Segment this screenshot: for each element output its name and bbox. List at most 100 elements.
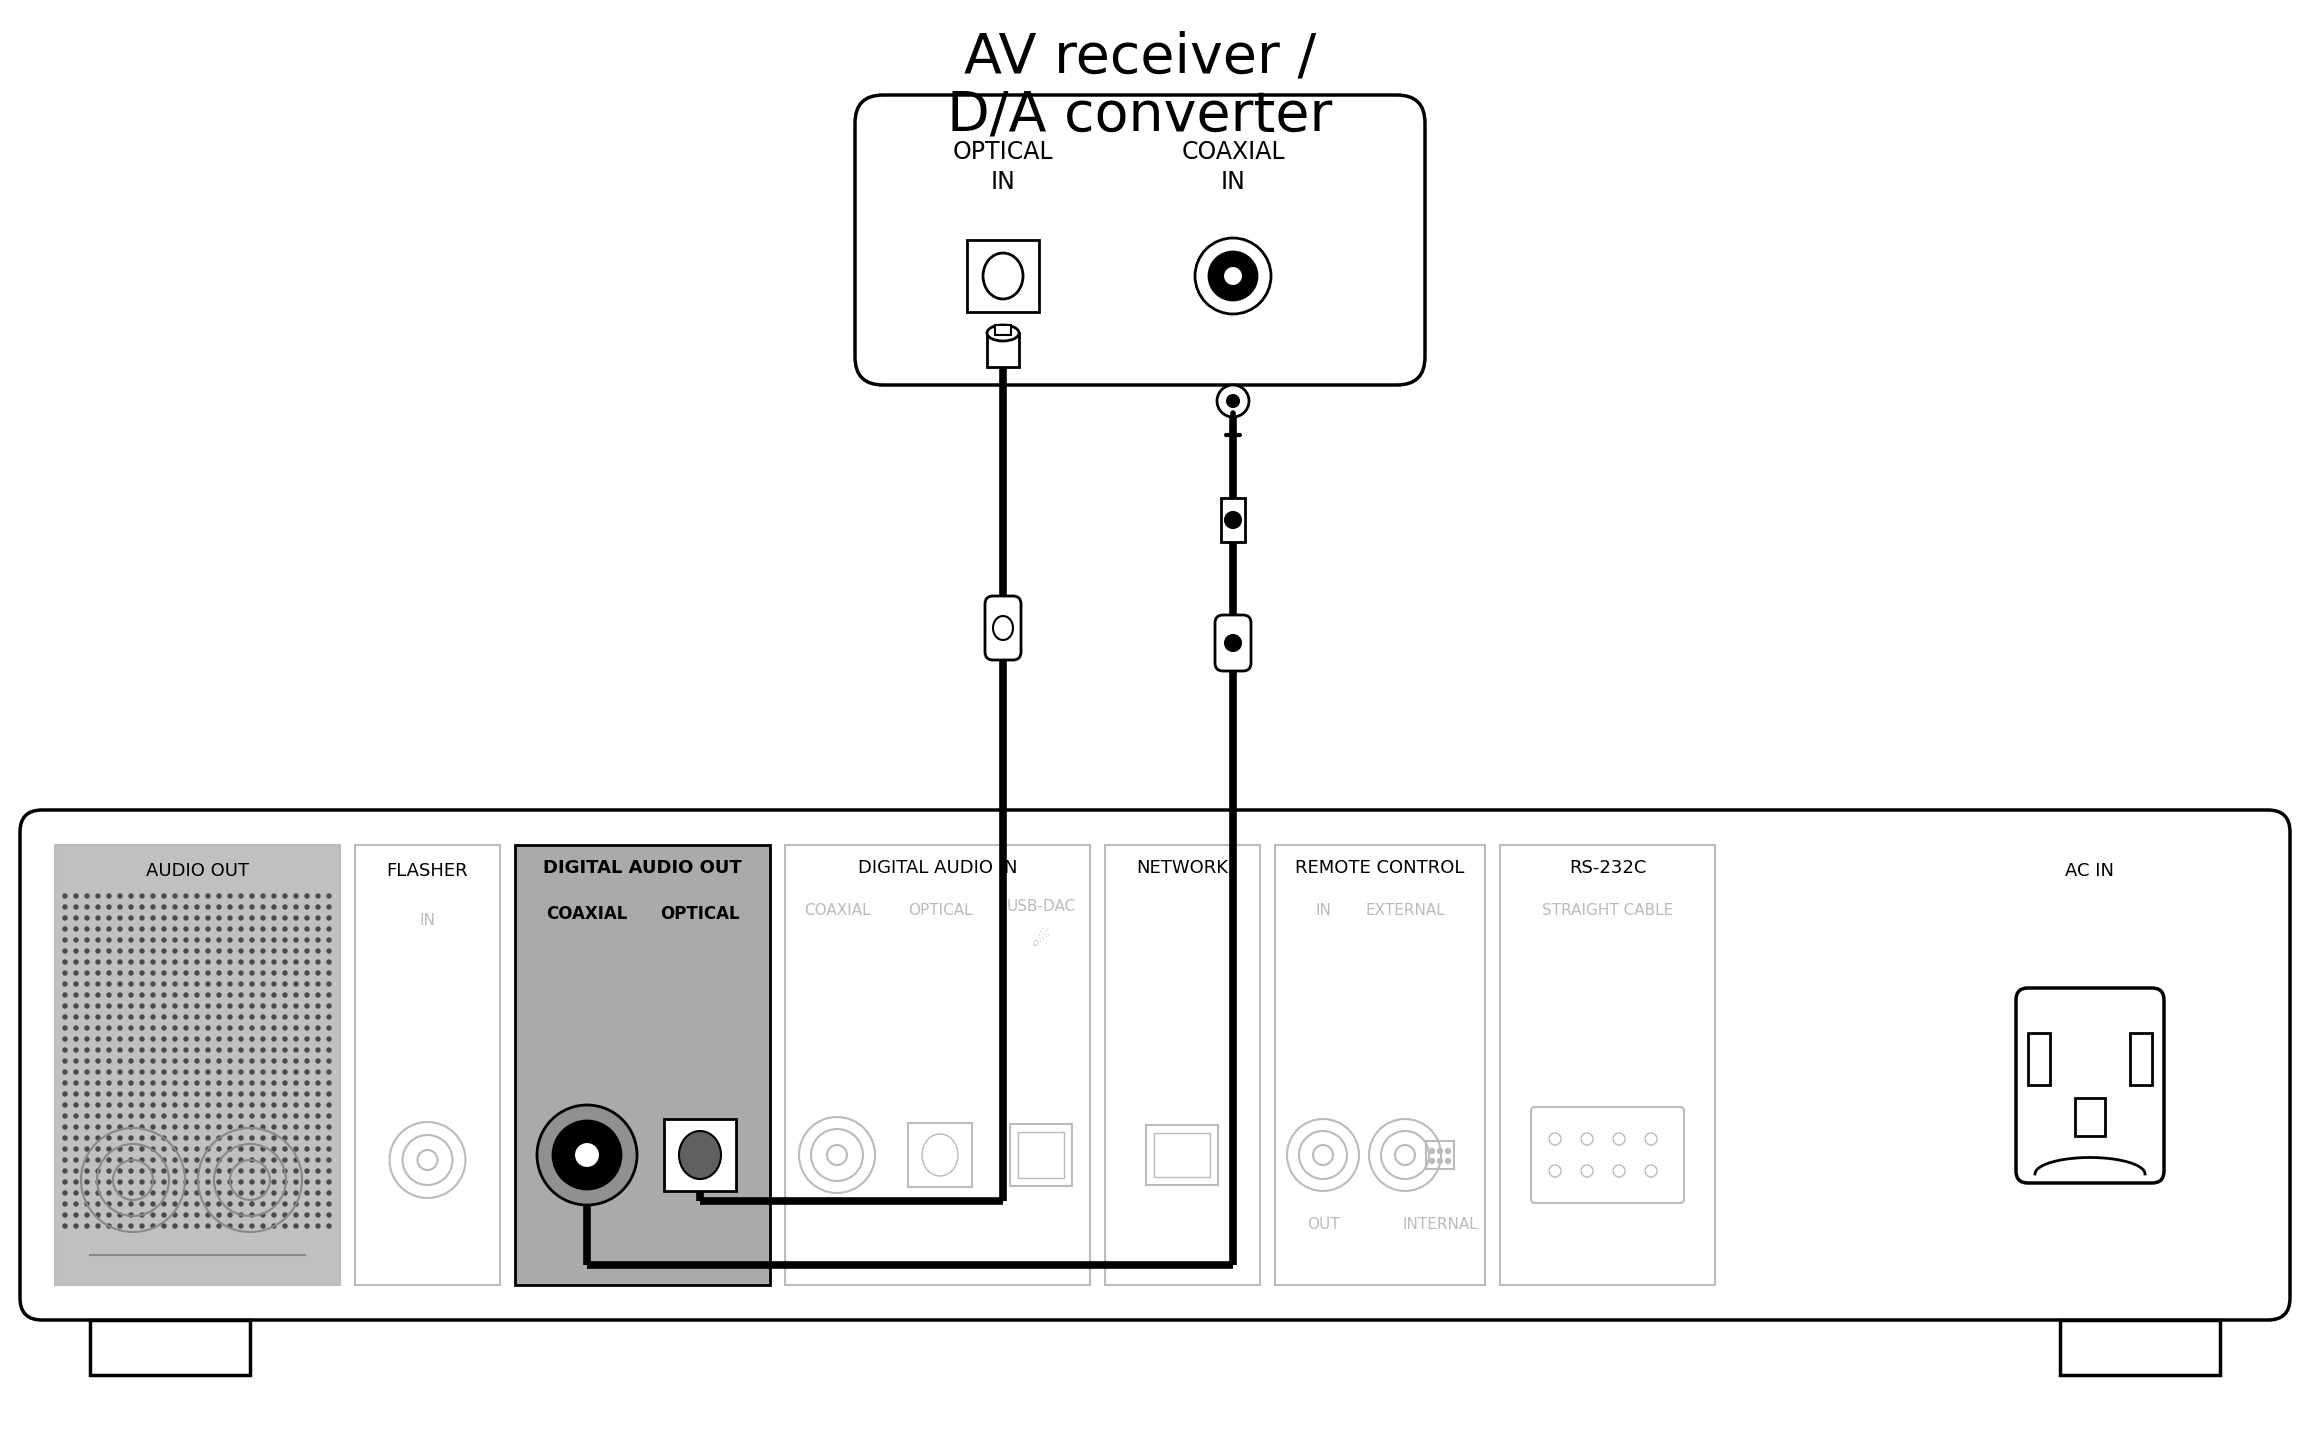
Circle shape bbox=[162, 1224, 166, 1228]
Circle shape bbox=[206, 949, 210, 953]
Circle shape bbox=[173, 893, 178, 898]
Circle shape bbox=[118, 1224, 122, 1228]
Circle shape bbox=[85, 1147, 90, 1151]
Circle shape bbox=[185, 1103, 187, 1107]
Circle shape bbox=[328, 893, 330, 898]
Circle shape bbox=[118, 1147, 122, 1151]
Circle shape bbox=[284, 1093, 286, 1096]
Circle shape bbox=[118, 982, 122, 986]
Circle shape bbox=[217, 1202, 222, 1206]
Circle shape bbox=[206, 970, 210, 975]
Circle shape bbox=[85, 1125, 90, 1129]
Circle shape bbox=[62, 893, 67, 898]
Circle shape bbox=[185, 1213, 187, 1216]
Circle shape bbox=[62, 1059, 67, 1064]
Circle shape bbox=[217, 1158, 222, 1163]
Circle shape bbox=[74, 938, 79, 941]
Circle shape bbox=[249, 893, 254, 898]
Circle shape bbox=[238, 1004, 243, 1008]
Circle shape bbox=[173, 1192, 178, 1195]
Circle shape bbox=[316, 1048, 321, 1052]
Circle shape bbox=[150, 1147, 155, 1151]
Circle shape bbox=[194, 1103, 199, 1107]
Circle shape bbox=[273, 1026, 275, 1030]
Circle shape bbox=[328, 1048, 330, 1052]
Circle shape bbox=[185, 1202, 187, 1206]
Circle shape bbox=[173, 1081, 178, 1085]
Circle shape bbox=[85, 960, 90, 965]
Circle shape bbox=[97, 1158, 99, 1163]
Circle shape bbox=[129, 960, 134, 965]
Circle shape bbox=[273, 1048, 275, 1052]
Circle shape bbox=[273, 970, 275, 975]
Circle shape bbox=[85, 1168, 90, 1173]
Circle shape bbox=[316, 949, 321, 953]
Circle shape bbox=[106, 949, 111, 953]
Circle shape bbox=[85, 1213, 90, 1216]
Circle shape bbox=[273, 1103, 275, 1107]
Circle shape bbox=[249, 992, 254, 997]
Circle shape bbox=[162, 1192, 166, 1195]
Circle shape bbox=[162, 1213, 166, 1216]
Circle shape bbox=[238, 1125, 243, 1129]
Circle shape bbox=[206, 1125, 210, 1129]
Circle shape bbox=[261, 1125, 266, 1129]
Circle shape bbox=[74, 1026, 79, 1030]
Circle shape bbox=[305, 1224, 310, 1228]
Circle shape bbox=[238, 1016, 243, 1018]
Circle shape bbox=[273, 982, 275, 986]
Circle shape bbox=[328, 982, 330, 986]
Circle shape bbox=[316, 1093, 321, 1096]
Circle shape bbox=[150, 982, 155, 986]
Circle shape bbox=[328, 1168, 330, 1173]
Text: OPTICAL
IN: OPTICAL IN bbox=[952, 140, 1053, 194]
Circle shape bbox=[97, 1093, 99, 1096]
Circle shape bbox=[249, 938, 254, 941]
Circle shape bbox=[62, 1213, 67, 1216]
Circle shape bbox=[85, 1180, 90, 1184]
Circle shape bbox=[273, 905, 275, 909]
Circle shape bbox=[229, 1059, 231, 1064]
Circle shape bbox=[305, 982, 310, 986]
Circle shape bbox=[74, 1016, 79, 1018]
Circle shape bbox=[74, 1180, 79, 1184]
Circle shape bbox=[328, 1115, 330, 1117]
Circle shape bbox=[150, 1213, 155, 1216]
Circle shape bbox=[284, 992, 286, 997]
Circle shape bbox=[62, 1158, 67, 1163]
Circle shape bbox=[106, 970, 111, 975]
Circle shape bbox=[173, 1048, 178, 1052]
Circle shape bbox=[106, 992, 111, 997]
Circle shape bbox=[85, 1026, 90, 1030]
Circle shape bbox=[206, 927, 210, 931]
Circle shape bbox=[316, 1069, 321, 1074]
Circle shape bbox=[141, 960, 143, 965]
Circle shape bbox=[173, 1103, 178, 1107]
Circle shape bbox=[284, 1224, 286, 1228]
Circle shape bbox=[74, 1103, 79, 1107]
Circle shape bbox=[229, 1158, 231, 1163]
Circle shape bbox=[129, 1059, 134, 1064]
Circle shape bbox=[249, 1026, 254, 1030]
Circle shape bbox=[106, 1004, 111, 1008]
Bar bbox=[968, 240, 1040, 311]
Circle shape bbox=[305, 905, 310, 909]
Circle shape bbox=[273, 1192, 275, 1195]
Circle shape bbox=[150, 1048, 155, 1052]
Circle shape bbox=[162, 1093, 166, 1096]
Circle shape bbox=[194, 938, 199, 941]
Circle shape bbox=[74, 1069, 79, 1074]
Circle shape bbox=[194, 1192, 199, 1195]
Text: AV receiver /
D/A converter: AV receiver / D/A converter bbox=[947, 31, 1333, 143]
Circle shape bbox=[141, 1168, 143, 1173]
Circle shape bbox=[249, 1004, 254, 1008]
Circle shape bbox=[194, 949, 199, 953]
Circle shape bbox=[1446, 1158, 1451, 1164]
Circle shape bbox=[106, 905, 111, 909]
Circle shape bbox=[238, 1147, 243, 1151]
Circle shape bbox=[194, 1026, 199, 1030]
Circle shape bbox=[85, 917, 90, 920]
Circle shape bbox=[85, 1202, 90, 1206]
Circle shape bbox=[162, 1037, 166, 1040]
Circle shape bbox=[229, 1103, 231, 1107]
